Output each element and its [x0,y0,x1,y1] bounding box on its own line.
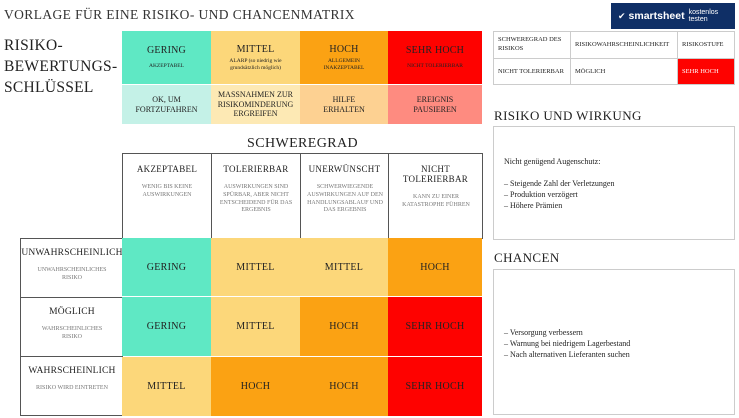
summary-header-likelihood: RISIKOWAHRSCHEINLICHKEIT [571,32,678,59]
key-level-sehr-hoch: SEHR HOCH NICHT TOLERIERBAR [388,31,482,84]
summary-value-level: SEHR HOCH [678,59,734,84]
row-header-moeglich: MÖGLICH WAHRSCHEINLICHES RISIKO [21,297,123,356]
key-action: MASSNAHMEN ZUR RISIKOMINDERUNG ERGREIFEN [217,90,294,119]
matrix-cell: MITTEL [211,238,300,296]
summary-value-severity[interactable]: NICHT TOLERIERBAR [494,59,571,84]
summary-value-likelihood[interactable]: MÖGLICH [571,59,678,84]
key-level-gering: GERING AKZEPTABEL [122,31,211,84]
key-action-gering: OK, UM FORTZUFAHREN [122,84,211,124]
key-level-mittel: MITTEL ALARP (so niedrig wie grundsätzli… [211,31,300,84]
matrix-cell: GERING [122,297,211,356]
logo-cta: kostenlos testen [688,9,719,23]
row-header-unwahrscheinlich: UNWAHRSCHEINLICH UNWAHRSCHEINLICHES RISI… [21,238,123,297]
chances-panel-title: CHANCEN [494,250,560,265]
column-header-nicht-tolerierbar: NICHT TOLERIERBAR KANN ZU EINER KATASTRO… [388,154,483,239]
matrix-cell: HOCH [300,297,388,356]
matrix-cell: HOCH [300,357,388,416]
chance-line: – Versorgung verbessern [504,328,583,337]
row-header-wahrscheinlich: WAHRSCHEINLICH RISIKO WIRD EINTRETEN [21,356,123,416]
column-header-unerwuenscht: UNERWÜNSCHT SCHWERWIEGENDE AUSWIRKUNGEN … [300,154,388,239]
matrix-cell: SEHR HOCH [388,357,482,416]
matrix-cell: MITTEL [122,357,211,416]
key-action: HILFE ERHALTEN [323,94,365,114]
risk-line [504,167,734,178]
logo-brand: smartsheet [628,10,685,22]
chance-line: – Warnung bei niedrigem Lagerbestand [504,339,631,348]
key-title: RISIKO- BEWERTUNGS- SCHLÜSSEL [4,35,117,98]
smartsheet-logo[interactable]: ✔ smartsheet kostenlos testen [611,3,735,29]
key-title-line: SCHLÜSSEL [4,79,94,96]
matrix-cell: MITTEL [211,297,300,356]
key-label: MITTEL [236,43,275,55]
key-action-sehr-hoch: EREIGNIS PAUSIEREN [388,84,482,124]
risk-line: Nicht genügend Augenschutz: [504,157,601,166]
checkmark-icon: ✔ [618,10,626,21]
page-title: VORLAGE FÜR EINE RISIKO- UND CHANCENMATR… [4,7,355,22]
column-header-tolerierbar: TOLERIERBAR AUSWIRKUNGEN SIND SPÜRBAR, A… [211,154,300,239]
key-sub: ALLGEMEIN INAKZEPTABEL [323,57,365,71]
key-label: HOCH [329,43,359,55]
matrix-cell: HOCH [388,238,482,296]
key-action: EREIGNIS PAUSIEREN [413,94,457,114]
key-label: GERING [147,45,186,57]
key-action: OK, UM FORTZUFAHREN [135,94,198,114]
likelihood-header-col: UNWAHRSCHEINLICH UNWAHRSCHEINLICHES RISI… [20,238,123,416]
key-title-line: BEWERTUNGS- [4,58,118,75]
risk-line: – Produktion verzögert [504,190,578,199]
chance-line: – Nach alternativen Lieferanten suchen [504,350,630,359]
key-action-mittel: MASSNAHMEN ZUR RISIKOMINDERUNG ERGREIFEN [211,84,300,124]
risk-line: – Höhere Prämien [504,201,563,210]
chances-panel-box[interactable]: – Versorgung verbessern – Warnung bei ni… [493,269,735,415]
key-sub: ALARP (so niedrig wie grundsätzlich mögl… [229,57,282,71]
severity-title: SCHWEREGRAD [247,136,358,151]
matrix-cell: HOCH [211,357,300,416]
key-sub: NICHT TOLERIERBAR [407,63,463,70]
key-title-line: RISIKO- [4,37,63,54]
risk-panel-box[interactable]: Nicht genügend Augenschutz: – Steigende … [493,126,735,240]
column-header-akzeptabel: AKZEPTABEL WENIG BIS KEINE AUSWIRKUNGEN [122,154,211,239]
risk-line: – Steigende Zahl der Verletzungen [504,179,615,188]
summary-header-severity: SCHWEREGRAD DES RISIKOS [494,32,571,59]
matrix-cell: SEHR HOCH [388,297,482,356]
summary-table: SCHWEREGRAD DES RISIKOS RISIKOWAHRSCHEIN… [493,31,735,85]
risk-panel-title: RISIKO UND WIRKUNG [494,108,642,123]
summary-header-level: RISIKOSTUFE [678,32,734,59]
key-level-hoch: HOCH ALLGEMEIN INAKZEPTABEL [300,31,388,84]
key-action-hoch: HILFE ERHALTEN [300,84,388,124]
matrix-cell: MITTEL [300,238,388,296]
severity-header-row: AKZEPTABEL WENIG BIS KEINE AUSWIRKUNGEN … [122,153,483,239]
key-label: SEHR HOCH [405,45,465,57]
key-sub: AKZEPTABEL [148,63,184,70]
matrix-cell: GERING [122,238,211,296]
